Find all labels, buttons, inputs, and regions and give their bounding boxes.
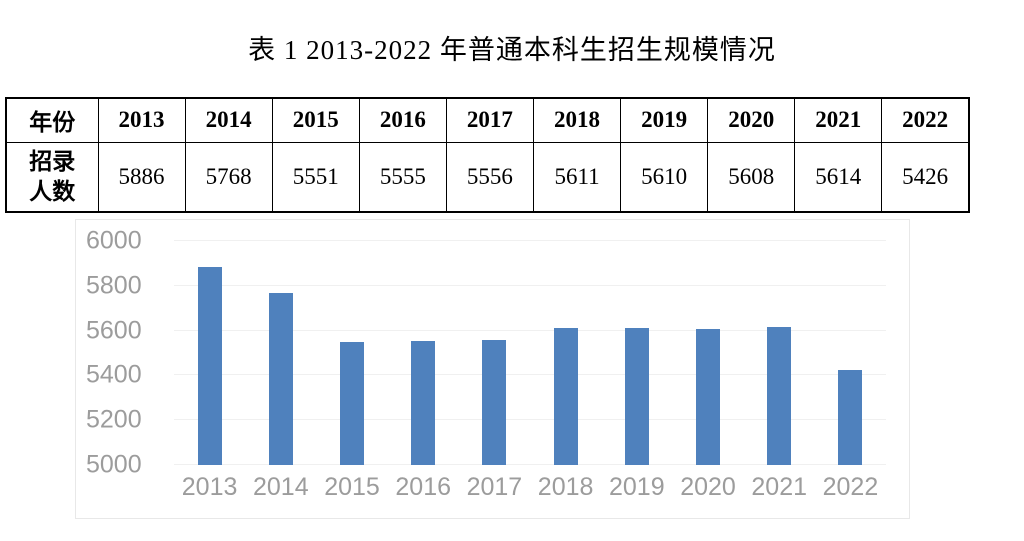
enrollment-value-cell: 5611 (532, 141, 622, 213)
enrollment-row-label-line: 人数 (29, 178, 76, 204)
y-axis: 5000 5200 5400 5600 5800 6000 (86, 228, 166, 477)
bar-chart: 5000 5200 5400 5600 5800 6000 2013 2014 2015 201… (75, 219, 910, 519)
year-header-cell: 2019 (620, 97, 709, 143)
y-tick-label: 5000 (86, 450, 142, 479)
bar (411, 340, 436, 465)
enrollment-value-cell: 5551 (271, 141, 360, 213)
bar (767, 327, 792, 465)
year-header-cell: 2016 (358, 97, 447, 143)
bar-slot (672, 241, 743, 465)
year-header-cell: 2022 (881, 97, 970, 143)
bar (482, 340, 507, 465)
bar (553, 328, 578, 465)
x-tick-label: 2022 (822, 473, 879, 501)
bar-slot (459, 241, 530, 465)
x-tick-label: 2017 (466, 473, 523, 501)
enrollment-value-cell: 5555 (358, 141, 447, 213)
y-tick-label: 5800 (86, 271, 142, 300)
gridline (174, 374, 886, 376)
bar (838, 369, 863, 465)
plot-area (174, 240, 886, 465)
y-tick-label: 5200 (86, 405, 142, 434)
enrollment-value-cell: 5556 (445, 141, 534, 213)
gridline (174, 464, 886, 465)
gridline (174, 419, 886, 421)
bar-slot (245, 241, 316, 465)
bar-slot (316, 241, 387, 465)
year-header-cell: 2021 (794, 97, 883, 143)
enrollment-row-label-line: 招录 (29, 148, 76, 174)
gridline (174, 329, 886, 331)
table-data-row: 招录 人数 5886 5768 5551 5555 5556 5611 5610 5608 56… (5, 141, 970, 213)
x-axis: 2013 2014 2015 2016 2017 2018 2019 2020 2021 2022 (174, 473, 886, 502)
bars (174, 241, 886, 465)
x-tick-label: 2015 (324, 473, 380, 501)
bar-slot (744, 241, 815, 465)
y-tick-label: 6000 (86, 226, 142, 255)
enrollment-value-cell: 5608 (707, 141, 796, 213)
year-header-cell: 2015 (271, 97, 360, 143)
year-header-cell: 2014 (184, 97, 273, 143)
gridline (174, 284, 886, 286)
year-header-cell: 2013 (97, 97, 186, 143)
enrollment-value-cell: 5614 (794, 141, 883, 213)
bar-slot (174, 241, 245, 465)
gridlines (174, 240, 886, 465)
bar (624, 328, 649, 465)
year-row-label: 年份 (5, 97, 99, 143)
bar-slot (530, 241, 601, 465)
bar (340, 341, 364, 465)
enrollment-value-cell: 5610 (620, 141, 709, 213)
bar (696, 328, 721, 465)
page-title: 表 1 2013-2022 年普通本科生招生规模情况 (248, 35, 776, 65)
year-header-cell: 2020 (707, 97, 796, 143)
y-tick-label: 5600 (86, 316, 142, 345)
gridline (174, 240, 886, 241)
x-tick-label: 2013 (181, 473, 238, 501)
bar (197, 266, 222, 465)
enrollment-value-cell: 5768 (184, 141, 273, 213)
x-tick-label: 2018 (537, 473, 594, 501)
bar-slot (601, 241, 672, 465)
enrollment-table: 年份 2013 2014 2015 2016 2017 2018 2019 2020 2021 2… (5, 97, 970, 213)
bar-slot (815, 241, 886, 465)
x-tick-label: 2014 (252, 473, 309, 501)
bar (268, 292, 293, 465)
x-tick-label: 2016 (395, 473, 452, 501)
x-tick-label: 2019 (609, 473, 665, 501)
bar-slot (388, 241, 459, 465)
year-header-cell: 2017 (445, 97, 534, 143)
x-tick-label: 2021 (751, 473, 808, 501)
enrollment-value-cell: 5886 (97, 141, 186, 213)
year-header-cell: 2018 (532, 97, 622, 143)
enrollment-row-label: 招录 人数 (5, 141, 99, 213)
table-header-row: 年份 2013 2014 2015 2016 2017 2018 2019 2020 2021 2… (5, 97, 970, 143)
enrollment-value-cell: 5426 (881, 141, 970, 213)
y-tick-label: 5400 (86, 360, 142, 389)
x-tick-label: 2020 (680, 473, 736, 501)
